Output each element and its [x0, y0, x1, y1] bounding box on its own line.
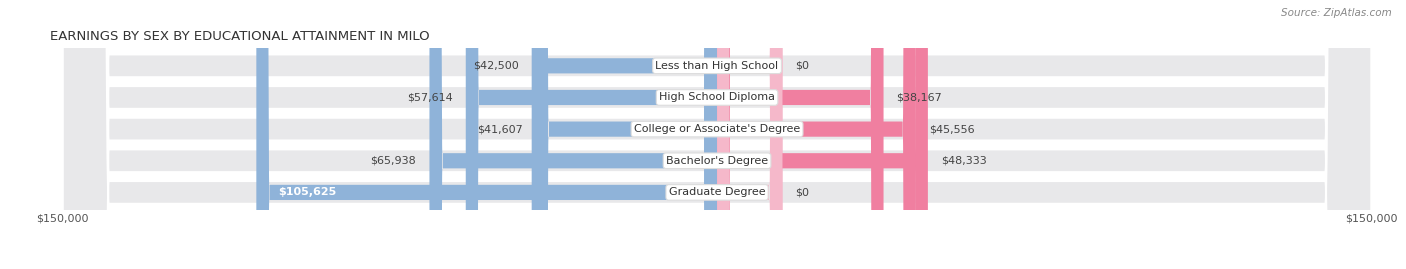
FancyBboxPatch shape — [256, 0, 717, 269]
FancyBboxPatch shape — [531, 0, 717, 269]
Text: $0: $0 — [796, 61, 810, 71]
FancyBboxPatch shape — [717, 0, 783, 269]
FancyBboxPatch shape — [63, 0, 1371, 269]
Text: $57,614: $57,614 — [406, 93, 453, 102]
Text: $48,333: $48,333 — [941, 156, 987, 166]
FancyBboxPatch shape — [63, 0, 1371, 269]
Text: $65,938: $65,938 — [371, 156, 416, 166]
FancyBboxPatch shape — [536, 0, 717, 269]
FancyBboxPatch shape — [429, 0, 717, 269]
Text: Bachelor's Degree: Bachelor's Degree — [666, 156, 768, 166]
FancyBboxPatch shape — [63, 0, 1371, 269]
Text: High School Diploma: High School Diploma — [659, 93, 775, 102]
Text: Less than High School: Less than High School — [655, 61, 779, 71]
FancyBboxPatch shape — [63, 0, 1371, 269]
Text: $42,500: $42,500 — [472, 61, 519, 71]
Text: College or Associate's Degree: College or Associate's Degree — [634, 124, 800, 134]
FancyBboxPatch shape — [717, 0, 783, 269]
Text: $0: $0 — [796, 187, 810, 197]
FancyBboxPatch shape — [717, 0, 883, 269]
FancyBboxPatch shape — [63, 0, 1371, 269]
Text: Source: ZipAtlas.com: Source: ZipAtlas.com — [1281, 8, 1392, 18]
FancyBboxPatch shape — [465, 0, 717, 269]
Text: Graduate Degree: Graduate Degree — [669, 187, 765, 197]
Text: $38,167: $38,167 — [897, 93, 942, 102]
Text: $41,607: $41,607 — [477, 124, 523, 134]
FancyBboxPatch shape — [717, 0, 915, 269]
FancyBboxPatch shape — [717, 0, 928, 269]
Text: $45,556: $45,556 — [929, 124, 974, 134]
Text: $105,625: $105,625 — [278, 187, 336, 197]
Text: EARNINGS BY SEX BY EDUCATIONAL ATTAINMENT IN MILO: EARNINGS BY SEX BY EDUCATIONAL ATTAINMEN… — [49, 30, 429, 43]
